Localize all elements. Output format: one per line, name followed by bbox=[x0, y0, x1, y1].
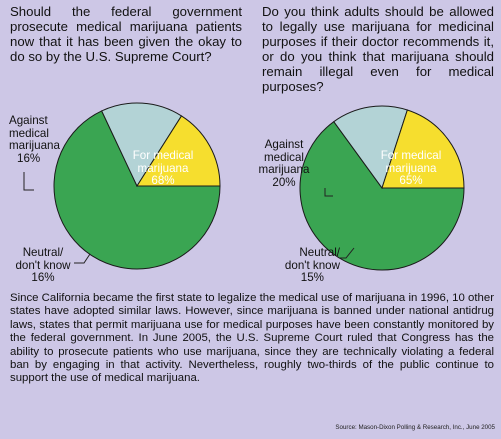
leader-line-3 bbox=[324, 188, 333, 197]
slice-label-neutral-2: Neutral/ don't know 15% bbox=[284, 246, 340, 284]
leader-line-4 bbox=[340, 247, 355, 259]
pie-slice-for-1 bbox=[53, 110, 221, 270]
leader-line-2 bbox=[74, 253, 91, 264]
slice-label-for-1: For medical marijuana 68% bbox=[132, 149, 194, 187]
body-text: Since California became the first state … bbox=[10, 292, 494, 385]
pie-slice-for-2 bbox=[299, 120, 465, 271]
slice-label-neutral-1: Neutral/ don't know 16% bbox=[15, 246, 71, 284]
slice-label-against-1: Against medical marijuana 16% bbox=[9, 114, 60, 165]
question-2: Do you think adults should be allowed to… bbox=[262, 4, 494, 94]
leader-line-1 bbox=[23, 172, 34, 191]
pie-slice-against-2 bbox=[381, 109, 465, 189]
question-1: Should the federal government prosecute … bbox=[10, 4, 242, 64]
pie-slice-against-1 bbox=[136, 115, 221, 187]
pie-chart-1 bbox=[53, 102, 221, 270]
source-note: Source: Mason-Dixon Polling & Research, … bbox=[335, 424, 495, 431]
slice-label-against-2: Against medical marijuana 20% bbox=[258, 138, 310, 189]
pie-slice-neutral-2 bbox=[333, 105, 408, 190]
pie-chart-2 bbox=[299, 105, 465, 271]
label-leader-lines bbox=[23, 172, 355, 264]
slice-label-for-2: For medical marijuana 65% bbox=[380, 149, 442, 187]
pie-slice-neutral-1 bbox=[100, 102, 183, 188]
